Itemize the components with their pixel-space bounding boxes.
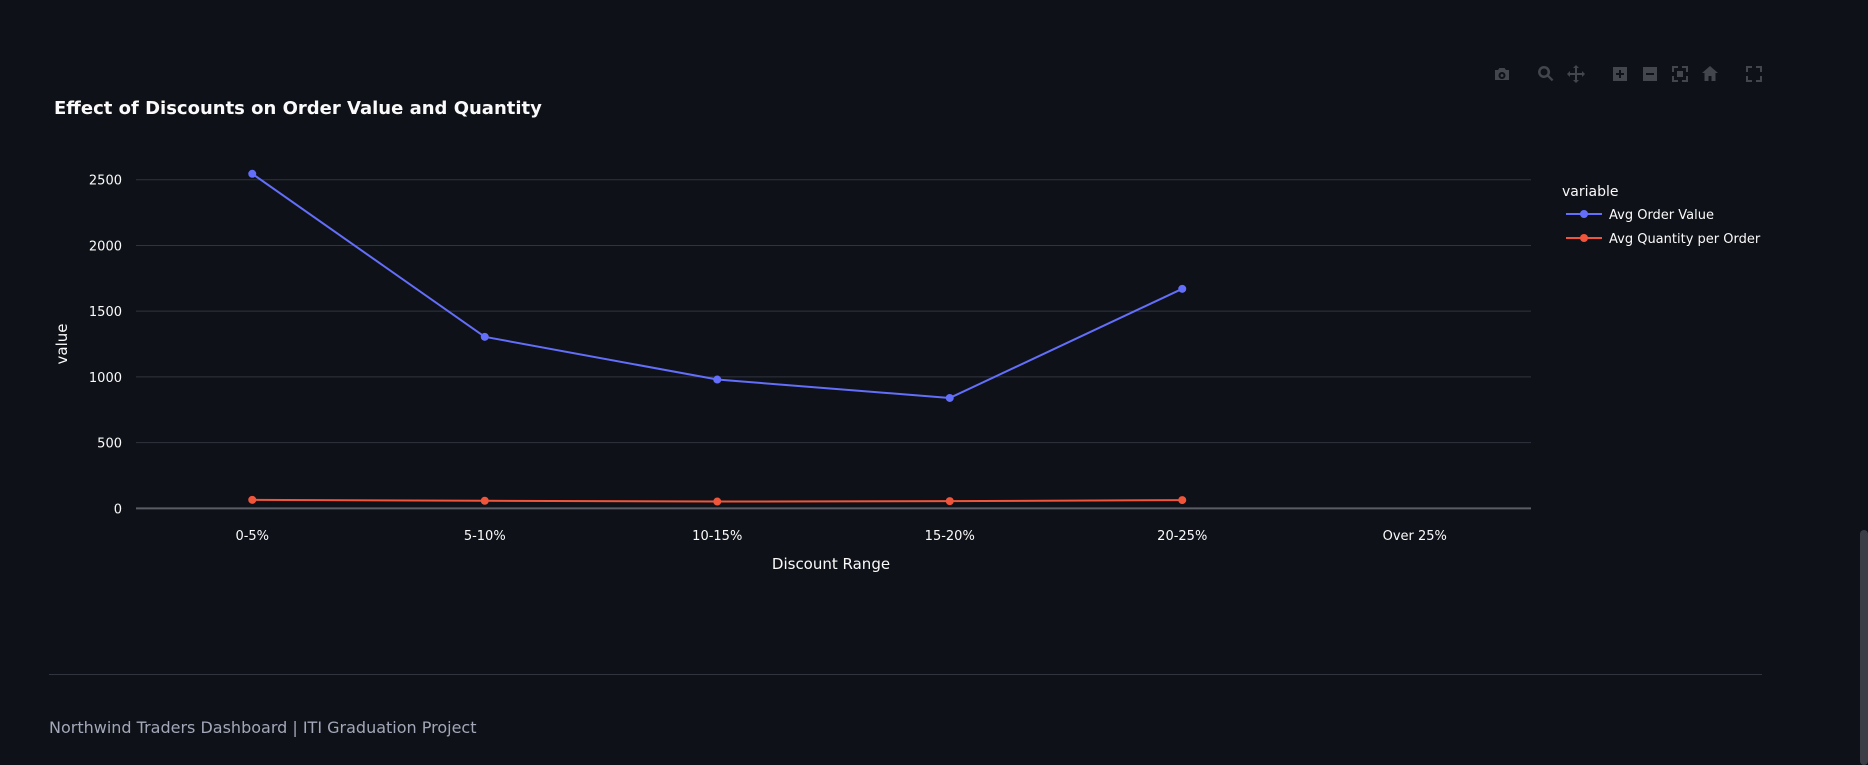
legend-title: variable — [1562, 184, 1618, 200]
series-line — [251, 172, 1183, 399]
data-point[interactable] — [248, 169, 257, 178]
x-tick-label: Over 25% — [1383, 529, 1447, 544]
chart-modebar — [1490, 62, 1772, 86]
y-tick-label: 1500 — [89, 305, 122, 320]
y-tick-label: 2000 — [89, 239, 122, 254]
y-axis-title: value — [53, 324, 71, 365]
chart-title: Effect of Discounts on Order Value and Q… — [54, 98, 542, 119]
legend-item[interactable]: Avg Order Value — [1566, 208, 1714, 223]
x-tick-label: 0-5% — [235, 529, 269, 544]
x-axis-title: Discount Range — [772, 555, 890, 573]
legend-marker — [1580, 234, 1588, 242]
data-point[interactable] — [1178, 496, 1187, 505]
y-tick-label: 1000 — [89, 371, 122, 386]
legend-label: Avg Order Value — [1609, 208, 1714, 223]
series-layer — [248, 169, 1187, 506]
data-point[interactable] — [713, 375, 722, 384]
zoom-icon[interactable] — [1534, 62, 1558, 86]
grid-layer — [136, 179, 1531, 510]
footer-divider — [49, 674, 1762, 675]
zoom-in-icon[interactable] — [1608, 62, 1632, 86]
data-point[interactable] — [1178, 284, 1187, 293]
camera-icon[interactable] — [1490, 62, 1514, 86]
axis-layer: 0 500 1000 1500 2000 2500 0-5% 5-10% 10-15% 15-20… — [89, 174, 1447, 544]
series-0 — [248, 169, 1187, 402]
x-tick-label: 20-25% — [1157, 529, 1207, 544]
fullscreen-icon[interactable] — [1742, 62, 1766, 86]
data-point[interactable] — [248, 495, 257, 504]
zoom-out-icon[interactable] — [1638, 62, 1662, 86]
pan-icon[interactable] — [1564, 62, 1588, 86]
data-point[interactable] — [480, 496, 489, 505]
x-tick-label: 10-15% — [692, 529, 742, 544]
data-point[interactable] — [945, 497, 954, 506]
y-tick-label: 500 — [97, 437, 122, 452]
legend-label: Avg Quantity per Order — [1609, 232, 1761, 247]
data-point[interactable] — [480, 332, 489, 341]
data-point[interactable] — [713, 497, 722, 506]
series-1 — [248, 495, 1187, 506]
footer-text: Northwind Traders Dashboard | ITI Gradua… — [49, 718, 477, 737]
legend-marker — [1580, 210, 1588, 218]
legend: variable Avg Order Value Avg Quantity per… — [1562, 184, 1761, 247]
x-tick-label: 15-20% — [925, 529, 975, 544]
y-tick-label: 2500 — [89, 174, 122, 189]
y-tick-label: 0 — [114, 502, 122, 517]
home-icon[interactable] — [1698, 62, 1722, 86]
autoscale-icon[interactable] — [1668, 62, 1692, 86]
data-point[interactable] — [945, 393, 954, 402]
x-tick-label: 5-10% — [464, 529, 506, 544]
scrollbar-thumb[interactable] — [1860, 530, 1868, 765]
legend-item[interactable]: Avg Quantity per Order — [1566, 232, 1761, 247]
